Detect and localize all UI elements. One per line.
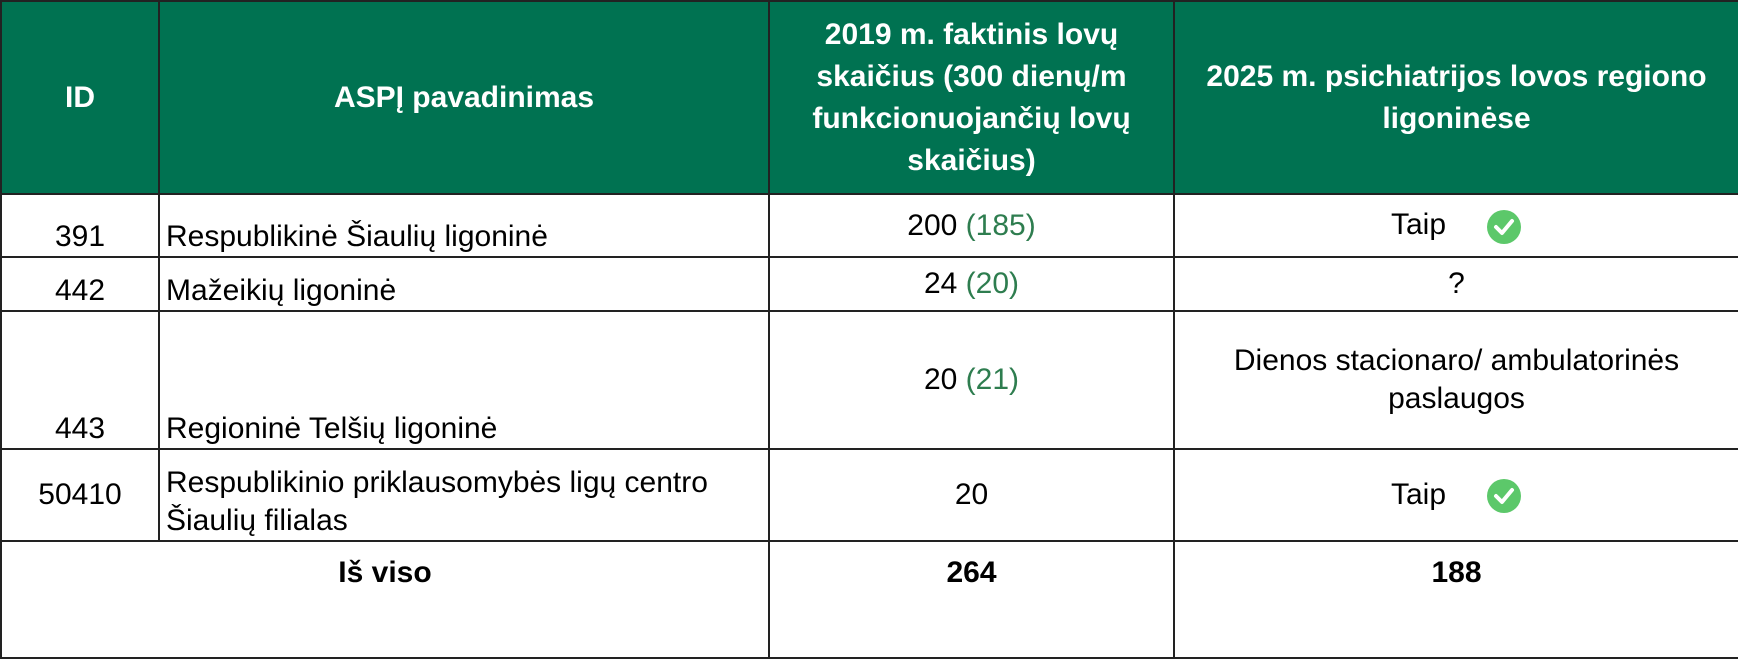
status-text: Taip [1390,208,1447,242]
header-cell: ID [0,0,160,195]
total-label: Iš viso [0,540,770,659]
name-cell: Regioninė Telšių ligoninė [158,310,770,450]
header-cell: 2025 m. psichiatrijos lovos regiono ligo… [1173,0,1738,195]
beds-note: (185) [965,208,1036,242]
status-cell: Dienos stacionaro/ ambulatorinės paslaug… [1173,310,1738,450]
table-header: ID ASPĮ pavadinimas 2019 m. faktinis lov… [0,0,1738,195]
status-text: ? [1448,267,1465,300]
id-cell: 50410 [0,448,160,542]
header-row: ID ASPĮ pavadinimas 2019 m. faktinis lov… [0,0,1738,195]
status-text: Taip [1390,477,1447,511]
beds-value: 24 [923,267,958,300]
table-row: 442 Mažeikių ligoninė 24 (20)? [0,256,1738,312]
status-cell: ? [1173,256,1738,312]
beds-note: (21) [965,363,1020,396]
status-text: Dienos stacionaro/ ambulatorinės paslaug… [1233,344,1680,415]
header-cell: ASPĮ pavadinimas [158,0,770,195]
name-cell: Respublikinio priklausomybės ligų centro… [158,448,770,542]
beds-cell: 24 (20) [768,256,1175,312]
total-beds: 264 [768,540,1175,659]
beds-cell: 20 (21) [768,310,1175,450]
beds-value: 20 [923,363,958,396]
name-cell: Mažeikių ligoninė [158,256,770,312]
id-cell: 442 [0,256,160,312]
table-body: 391 Respublikinė Šiaulių ligoninė 200 (185… [0,193,1738,659]
total-status: 188 [1173,540,1738,659]
beds-note: (20) [965,267,1020,300]
beds-cell: 20 [768,448,1175,542]
check-icon [1487,209,1522,244]
table-row: 50410 Respublikinio priklausomybės ligų c… [0,448,1738,542]
table-row: 391 Respublikinė Šiaulių ligoninė 200 (185… [0,193,1738,258]
beds-value: 200 [907,208,958,242]
status-cell: Taip [1173,193,1738,258]
id-cell: 391 [0,193,160,258]
check-icon [1487,479,1522,514]
id-cell: 443 [0,310,160,450]
header-cell: 2019 m. faktinis lovų skaičius (300 dien… [768,0,1175,195]
status-cell: Taip [1173,448,1738,542]
beds-value: 20 [954,478,989,511]
name-cell: Respublikinė Šiaulių ligoninė [158,193,770,258]
total-row: Iš viso 264 188 [0,540,1738,659]
table-row: 443 Regioninė Telšių ligoninė 20 (21) Dieno… [0,310,1738,450]
beds-cell: 200 (185) [768,193,1175,258]
